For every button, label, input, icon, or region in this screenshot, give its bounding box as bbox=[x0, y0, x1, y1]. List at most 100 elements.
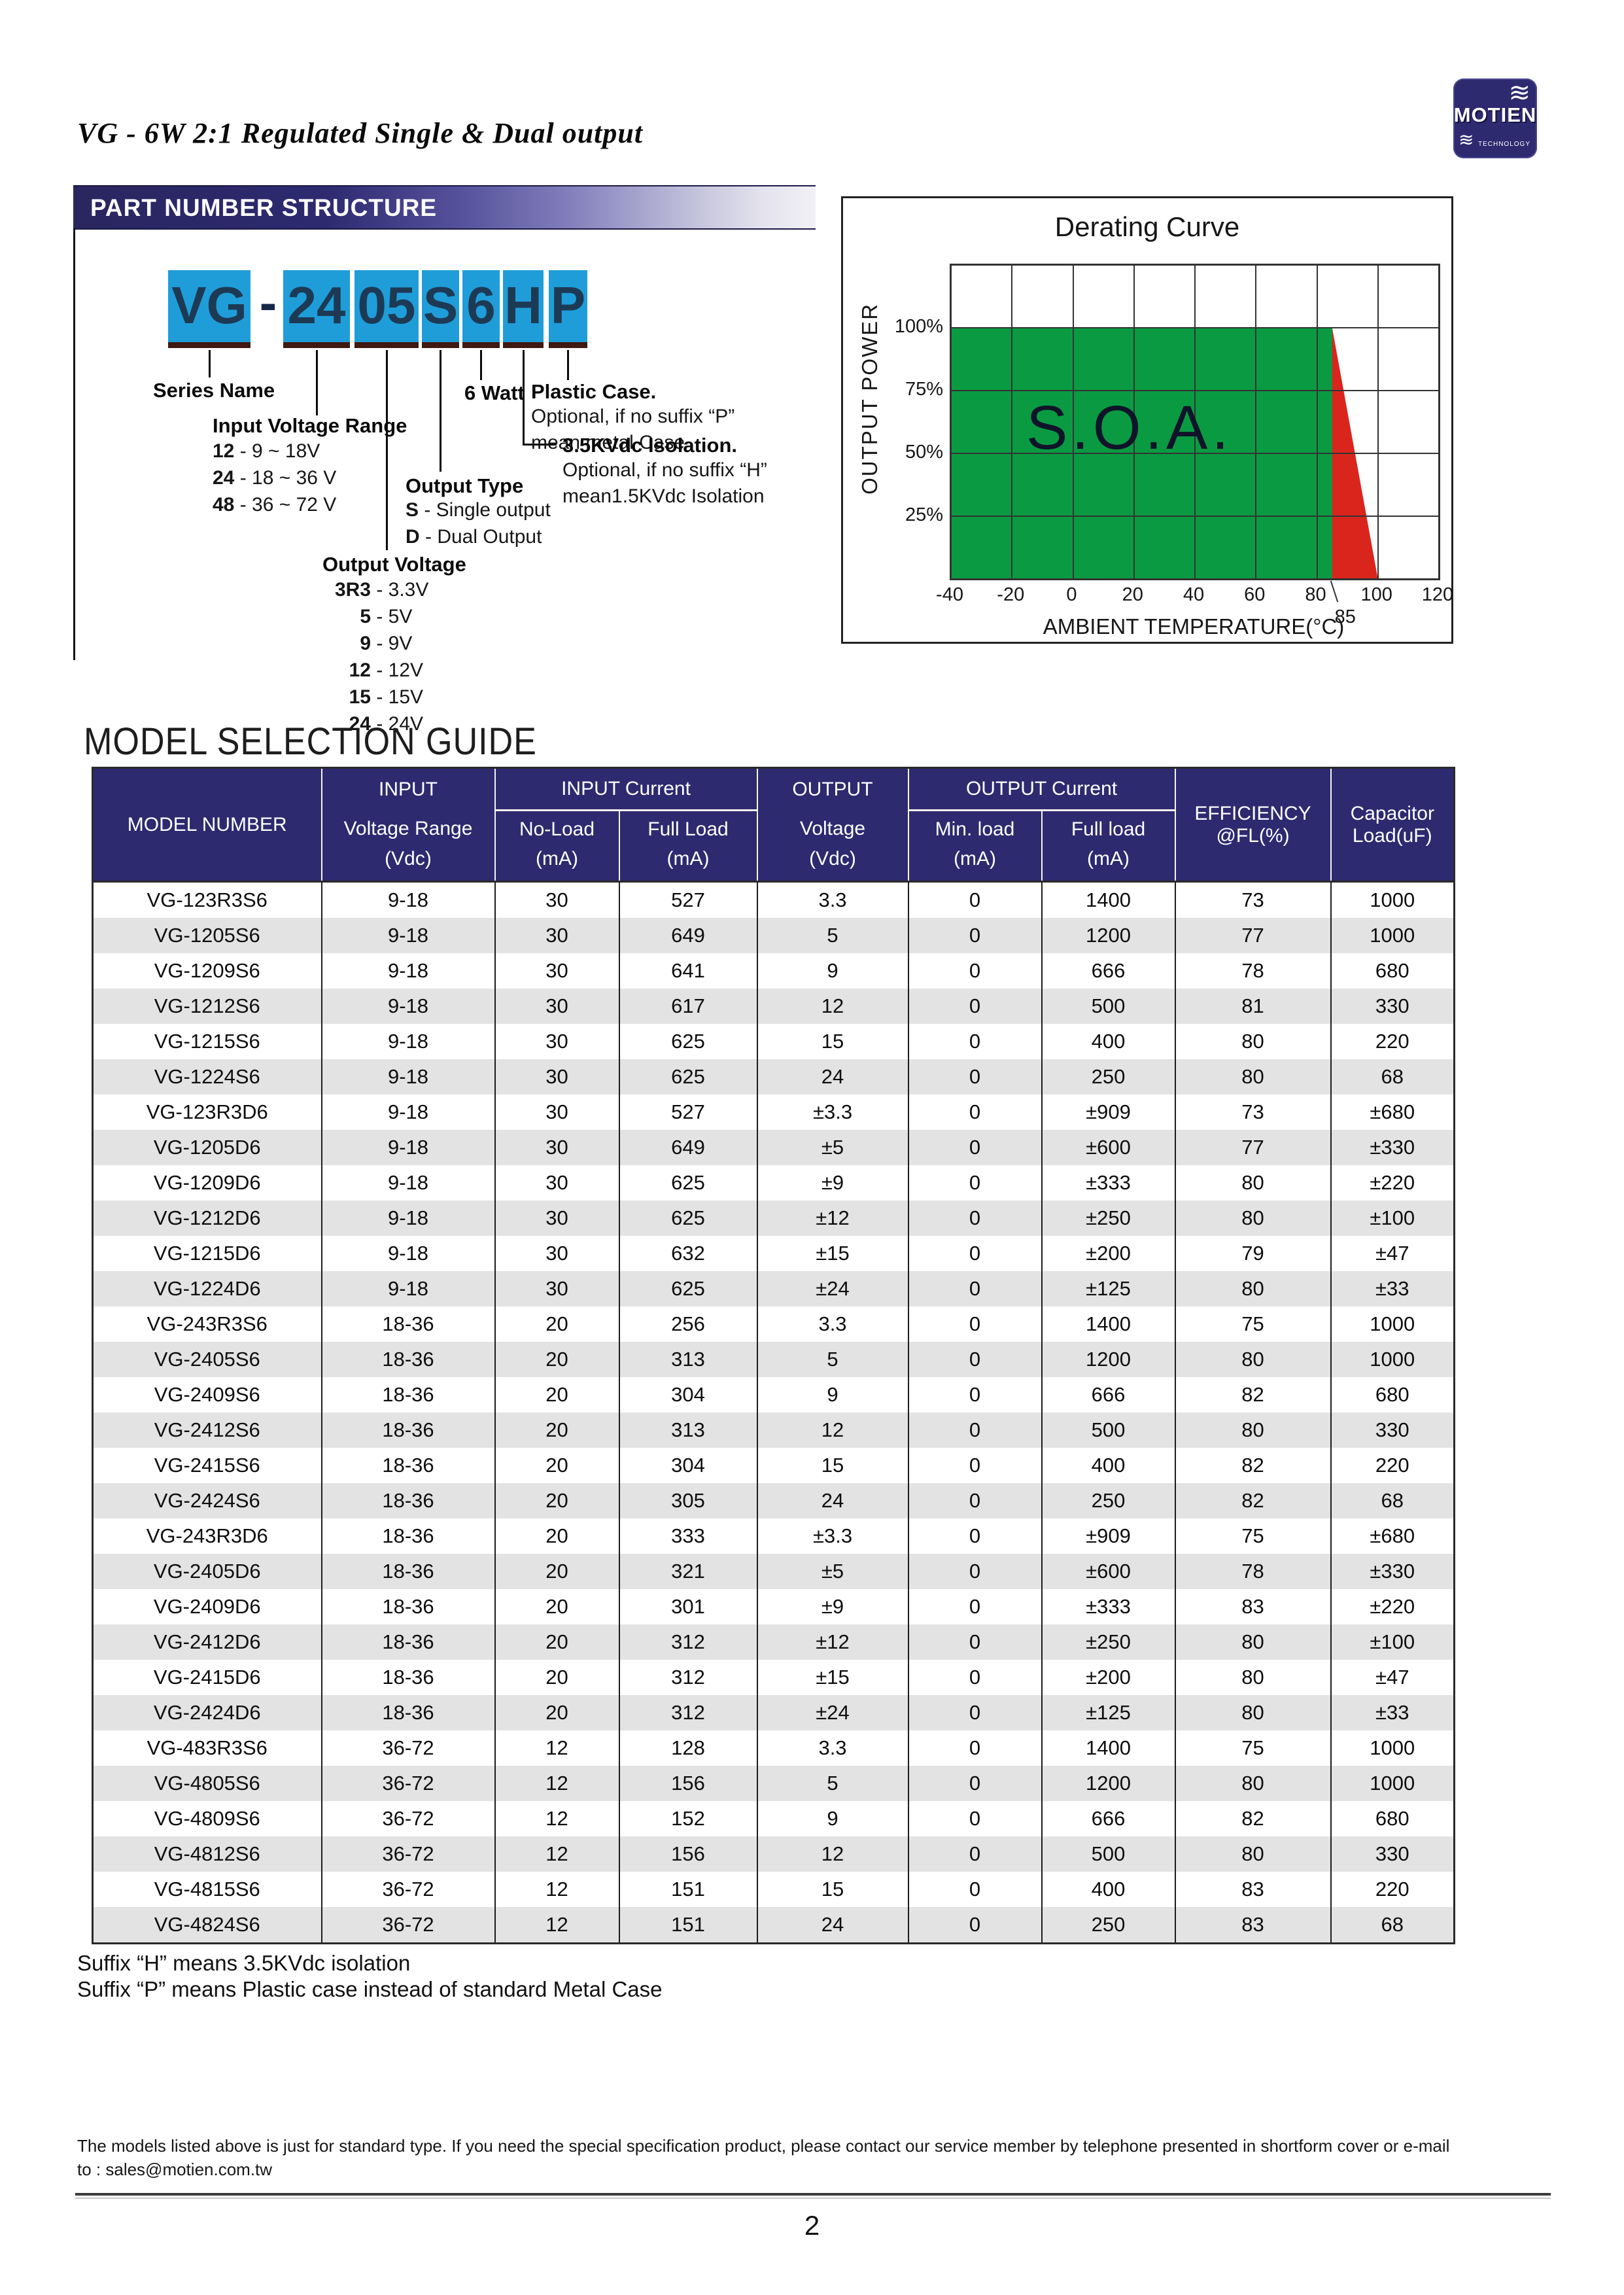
x-tick-label: -40 bbox=[936, 584, 963, 605]
table-cell: 330 bbox=[1330, 1836, 1455, 1872]
table-cell: ±220 bbox=[1330, 1589, 1455, 1624]
table-cell: ±100 bbox=[1330, 1200, 1455, 1236]
table-cell: 82 bbox=[1174, 1448, 1332, 1483]
table-row: VG-483R3S6 36-72 12 128 3.3 0 1400 75 1000 bbox=[92, 1730, 1455, 1766]
table-cell: 80 bbox=[1174, 1660, 1332, 1695]
table-cell: 1200 bbox=[1041, 1766, 1176, 1801]
table-cell: ±330 bbox=[1330, 1554, 1455, 1589]
table-cell: ±15 bbox=[756, 1660, 909, 1695]
table-cell: 313 bbox=[618, 1412, 758, 1448]
legend-item: 12 - 9 ~ 18V bbox=[213, 440, 320, 462]
table-cell: 80 bbox=[1174, 1624, 1332, 1660]
section-left-border bbox=[73, 228, 75, 660]
table-row: VG-123R3D6 9-18 30 527 ±3.3 0 ±909 73 ±680 bbox=[92, 1095, 1455, 1130]
plot-area: S.O.A. bbox=[950, 264, 1440, 580]
gridline-vertical bbox=[1011, 265, 1013, 579]
table-cell: 250 bbox=[1041, 1059, 1176, 1095]
legend-item: 3R3 - 3.3V bbox=[334, 579, 429, 601]
output-type-label: Output Type bbox=[406, 474, 524, 497]
table-cell: VG-2424S6 bbox=[92, 1483, 322, 1518]
unit-vdc: (Vdc) bbox=[321, 848, 496, 882]
table-cell: 20 bbox=[494, 1306, 620, 1342]
table-cell: 151 bbox=[618, 1872, 758, 1907]
table-row: VG-2415D6 18-36 20 312 ±15 0 ±200 80 ±47 bbox=[92, 1660, 1455, 1695]
table-cell: 24 bbox=[756, 1059, 909, 1095]
unit-ma: (mA) bbox=[618, 848, 758, 882]
gridline-vertical bbox=[1194, 265, 1196, 579]
table-cell: 80 bbox=[1174, 1059, 1332, 1095]
table-cell: ±100 bbox=[1330, 1624, 1455, 1660]
part-number-box-24: 24 bbox=[283, 270, 350, 348]
table-cell: 0 bbox=[907, 1095, 1043, 1130]
table-cell: 625 bbox=[618, 1165, 758, 1200]
table-row: VG-4805S6 36-72 12 156 5 0 1200 80 1000 bbox=[92, 1766, 1455, 1801]
table-cell: 30 bbox=[494, 1095, 620, 1130]
isolation-note-line: mean1.5KVdc Isolation bbox=[562, 485, 765, 507]
table-cell: 9-18 bbox=[320, 1271, 496, 1306]
plastic-case-label: Plastic Case. bbox=[531, 380, 657, 403]
table-cell: 18-36 bbox=[320, 1589, 496, 1624]
unit-ma: (mA) bbox=[907, 848, 1043, 882]
col-group-output-current: OUTPUT Current bbox=[907, 767, 1176, 811]
table-cell: 77 bbox=[1174, 918, 1332, 953]
table-cell: 256 bbox=[618, 1306, 758, 1342]
col-group-input-current: INPUT Current bbox=[494, 767, 758, 811]
x-tick-label: -20 bbox=[997, 584, 1025, 605]
table-cell: 333 bbox=[618, 1518, 758, 1554]
table-row: VG-2424S6 18-36 20 305 24 0 250 82 68 bbox=[92, 1483, 1455, 1518]
unit-vdc: (Vdc) bbox=[756, 848, 909, 882]
table-row: VG-243R3S6 18-36 20 256 3.3 0 1400 75 1000 bbox=[92, 1306, 1455, 1342]
table-cell: 666 bbox=[1041, 953, 1176, 989]
table-cell: 0 bbox=[907, 918, 1043, 953]
gridline-vertical bbox=[1377, 265, 1379, 579]
table-cell: 680 bbox=[1330, 953, 1455, 989]
gridline-vertical bbox=[1133, 265, 1135, 579]
table-cell: VG-2409S6 bbox=[92, 1377, 322, 1412]
output-voltage-list: 3R3 - 3.3V 5 - 5V 9 - 9V 12 - 12V 15 - 15V 24… bbox=[322, 579, 428, 740]
table-row: VG-1215D6 9-18 30 632 ±15 0 ±200 79 ±47 bbox=[92, 1236, 1455, 1271]
guide-heading: MODEL SELECTION GUIDE bbox=[84, 720, 537, 763]
table-cell: 24 bbox=[756, 1907, 909, 1944]
table-cell: ±330 bbox=[1330, 1130, 1455, 1165]
leader-line bbox=[440, 350, 441, 472]
table-row: VG-1205D6 9-18 30 649 ±5 0 ±600 77 ±330 bbox=[92, 1130, 1455, 1165]
col-header-output: OUTPUT bbox=[756, 767, 909, 811]
table-cell: 30 bbox=[494, 1130, 620, 1165]
table-cell: 18-36 bbox=[320, 1695, 496, 1730]
table-row: VG-1212S6 9-18 30 617 12 0 500 81 330 bbox=[92, 989, 1455, 1024]
table-cell: 305 bbox=[618, 1483, 758, 1518]
table-cell: VG-2409D6 bbox=[92, 1589, 322, 1624]
table-cell: 330 bbox=[1330, 1412, 1455, 1448]
table-cell: 36-72 bbox=[320, 1872, 496, 1907]
table-cell: 30 bbox=[494, 953, 620, 989]
table-cell: VG-1209D6 bbox=[92, 1165, 322, 1200]
table-cell: VG-2415D6 bbox=[92, 1660, 322, 1695]
x-tick-label: 80 bbox=[1305, 584, 1326, 605]
table-cell: 80 bbox=[1174, 1271, 1332, 1306]
col-header-no-load: No-Load bbox=[494, 810, 620, 848]
table-cell: 9 bbox=[756, 1801, 909, 1836]
chart-title: Derating Curve bbox=[1054, 211, 1240, 242]
table-row: VG-243R3D6 18-36 20 333 ±3.3 0 ±909 75 ±680 bbox=[92, 1518, 1455, 1554]
part-number-box-S: S bbox=[422, 270, 459, 348]
output-voltage-label: Output Voltage bbox=[322, 553, 466, 576]
leader-line bbox=[523, 444, 557, 446]
table-cell: 75 bbox=[1174, 1306, 1332, 1342]
table-cell: 313 bbox=[618, 1342, 758, 1377]
table-cell: ±680 bbox=[1330, 1518, 1455, 1554]
table-cell: 12 bbox=[494, 1730, 620, 1766]
table-cell: 12 bbox=[494, 1801, 620, 1836]
table-cell: 82 bbox=[1174, 1483, 1332, 1518]
table-cell: 500 bbox=[1041, 989, 1176, 1024]
logo-wave-icon: ≋ bbox=[1459, 130, 1474, 150]
footer-note-line2: to : sales@motien.com.tw bbox=[77, 2160, 273, 2179]
table-cell: 20 bbox=[494, 1554, 620, 1589]
table-cell: 0 bbox=[907, 1766, 1043, 1801]
table-cell: 0 bbox=[907, 1801, 1043, 1836]
table-cell: 220 bbox=[1330, 1024, 1455, 1059]
table-cell: 680 bbox=[1330, 1801, 1455, 1836]
table-cell: 20 bbox=[494, 1483, 620, 1518]
table-cell: 156 bbox=[618, 1836, 758, 1872]
input-voltage-range-list: 12 - 9 ~ 18V 24 - 18 ~ 36 V 48 - 36 ~ 72 V bbox=[213, 440, 336, 521]
capacitor-line1: Capacitor bbox=[1350, 802, 1434, 824]
